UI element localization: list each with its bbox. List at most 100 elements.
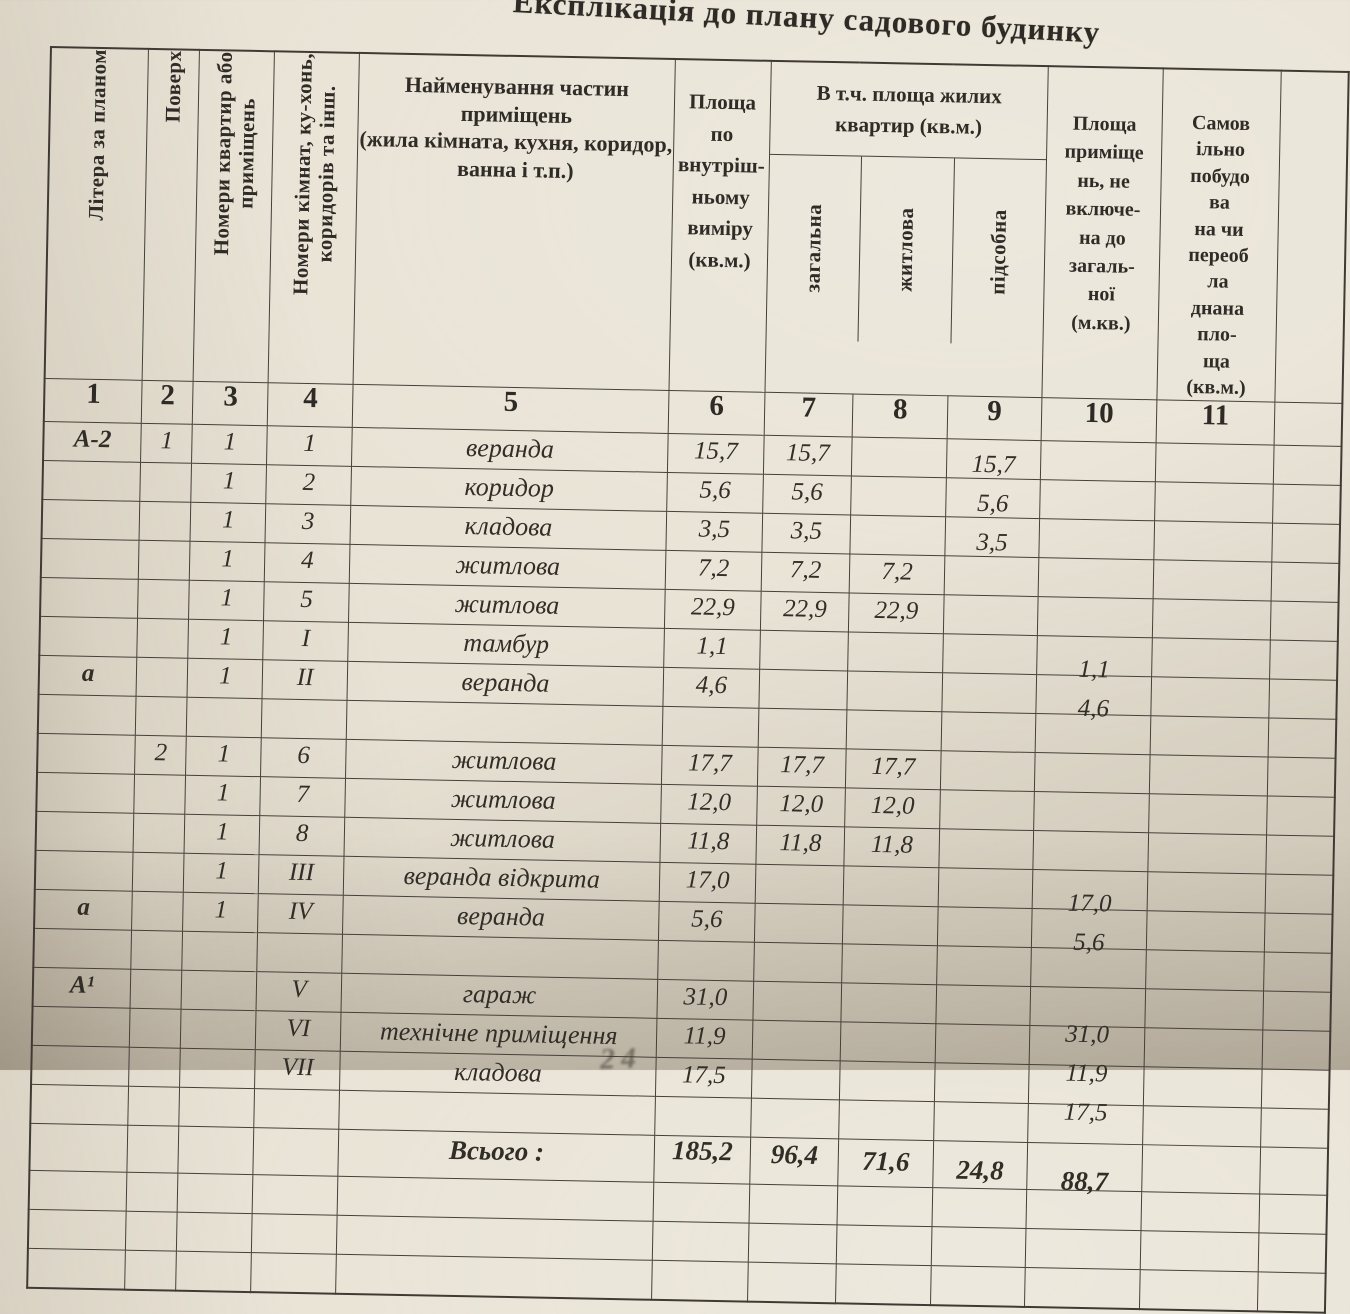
cell-area-excluded bbox=[1037, 597, 1152, 638]
photographed-document: { "document": { "title": "Експлікація до… bbox=[0, 0, 1350, 1070]
cell-area-zagalna-value: 12,0 bbox=[779, 787, 823, 820]
cell-apartment-number-value: 1 bbox=[223, 426, 236, 458]
cell-area-internal: 17,0 bbox=[659, 863, 755, 904]
cell-room-number: III bbox=[259, 855, 344, 896]
cell-area-zagalna-value: 17,7 bbox=[780, 748, 824, 781]
cell-room-name-value: веранда bbox=[461, 664, 550, 699]
header-zagalna: загальна bbox=[766, 155, 861, 342]
cell-room-name bbox=[336, 1216, 653, 1261]
cell-area-unauthorized bbox=[1151, 677, 1270, 718]
cell-area-excluded-value: 4,6 bbox=[1078, 692, 1110, 725]
cell-floor bbox=[128, 1087, 180, 1127]
cell-floor bbox=[136, 697, 188, 737]
cell-floor bbox=[126, 1211, 178, 1251]
cell-area-pidsobna bbox=[943, 595, 1038, 636]
cell-area-zagalna bbox=[751, 1059, 840, 1100]
cell-room-name-value: технічне приміщення bbox=[380, 1014, 618, 1052]
cell-area-internal-value: 11,9 bbox=[683, 1020, 726, 1053]
header-unauthorized-area-label: Самов ільно побудо ва на чи переоб ла дн… bbox=[1157, 69, 1280, 401]
cell-area-internal bbox=[655, 1097, 751, 1138]
header-living-area-group: В т.ч. площа жилих квартир (кв.м.) загал… bbox=[765, 61, 1049, 398]
cell-room-number-value: 4 bbox=[301, 544, 314, 576]
cell-area-zhytlova bbox=[841, 983, 936, 1024]
cell-litera bbox=[30, 1085, 129, 1126]
cell-room-number-value: VII bbox=[281, 1051, 314, 1084]
cell-area-zhytlova bbox=[837, 1225, 932, 1266]
cell-extra bbox=[1268, 718, 1336, 758]
cell-area-internal bbox=[653, 1183, 749, 1224]
cell-area-unauthorized bbox=[1140, 1231, 1259, 1272]
cell-apartment-number: 1 bbox=[188, 620, 264, 660]
cell-area-zhytlova: 7,2 bbox=[850, 554, 945, 595]
cell-apartment-number: 1 bbox=[183, 893, 259, 933]
cell-area-internal: 22,9 bbox=[665, 590, 761, 631]
cell-area-excluded-value: 17,0 bbox=[1068, 887, 1112, 920]
cell-room-number-value: 2 bbox=[302, 466, 315, 498]
cell-extra bbox=[1265, 874, 1333, 914]
cell-litera-value: А¹ bbox=[70, 969, 95, 1001]
cell-room-name-value: кладова bbox=[464, 508, 552, 543]
cell-room-number: IV bbox=[258, 894, 343, 935]
cell-area-internal-value: 5,6 bbox=[699, 474, 731, 507]
cell-litera bbox=[36, 773, 135, 814]
cell-area-zhytlova bbox=[841, 1022, 936, 1063]
cell-extra bbox=[1272, 484, 1340, 524]
cell-room-name bbox=[337, 1177, 654, 1222]
cell-area-zagalna: 22,9 bbox=[760, 592, 849, 633]
cell-area-zhytlova bbox=[839, 1100, 934, 1141]
cell-area-zagalna: 96,4 bbox=[750, 1137, 839, 1186]
cell-extra bbox=[1257, 1272, 1325, 1313]
cell-extra bbox=[1259, 1147, 1328, 1195]
cell-area-zagalna: 12,0 bbox=[757, 787, 846, 828]
cell-area-pidsobna bbox=[942, 634, 1037, 675]
cell-area-zagalna-value: 11,8 bbox=[779, 826, 822, 859]
cell-room-number-value: IV bbox=[289, 895, 313, 927]
cell-area-internal-value: 12,0 bbox=[687, 786, 731, 819]
cell-floor bbox=[136, 658, 188, 698]
cell-extra bbox=[1271, 562, 1339, 602]
header-room-numbers-label: Номери кімнат, ку-хонь, коридорів та інш… bbox=[289, 53, 341, 296]
cell-room-name-value: житлова bbox=[451, 781, 556, 816]
cell-area-internal: 11,9 bbox=[656, 1019, 752, 1060]
cell-area-zhytlova: 12,0 bbox=[845, 788, 940, 829]
cell-area-unauthorized bbox=[1141, 1192, 1260, 1233]
cell-area-pidsobna bbox=[939, 829, 1034, 870]
cell-area-unauthorized bbox=[1142, 1145, 1261, 1194]
cell-litera: а bbox=[39, 656, 138, 697]
cell-area-internal: 17,7 bbox=[662, 746, 758, 787]
cell-room-number-value: II bbox=[297, 661, 314, 693]
cell-room-name bbox=[346, 701, 663, 746]
cell-area-excluded bbox=[1040, 480, 1155, 521]
cell-room-number: 2 bbox=[266, 465, 351, 506]
cell-room-name-value: коридор bbox=[464, 469, 554, 504]
header-zagalna-label: загальна bbox=[801, 204, 826, 293]
cell-room-number-value: 7 bbox=[296, 778, 309, 810]
cell-area-zhytlova bbox=[836, 1264, 931, 1305]
cell-apartment-number-value: 1 bbox=[214, 894, 227, 926]
cell-area-zhytlova-value: 11,8 bbox=[871, 828, 914, 861]
cell-area-pidsobna bbox=[942, 673, 1037, 714]
cell-area-zhytlova bbox=[844, 866, 939, 907]
explication-sheet: Літера за планом Поверх Номери квартир а… bbox=[26, 46, 1350, 1314]
cell-extra bbox=[1259, 1194, 1327, 1234]
cell-floor bbox=[130, 970, 182, 1010]
cell-area-internal: 1,1 bbox=[664, 629, 760, 670]
cell-apartment-number bbox=[187, 698, 263, 738]
cell-area-internal-value: 31,0 bbox=[683, 981, 727, 1014]
header-pidsobna: підсобна bbox=[950, 158, 1046, 345]
cell-area-pidsobna-value: 3,5 bbox=[976, 526, 1008, 559]
header-living-area-title: В т.ч. площа жилих квартир (кв.м.) bbox=[770, 62, 1048, 160]
cell-room-number: 4 bbox=[265, 543, 350, 584]
cell-room-number bbox=[254, 1089, 339, 1130]
cell-litera bbox=[31, 1046, 130, 1087]
cell-area-excluded: 17,0 bbox=[1032, 870, 1147, 911]
cell-area-excluded-value: 5,6 bbox=[1073, 926, 1105, 959]
cell-area-pidsobna: 5,6 bbox=[945, 478, 1040, 519]
cell-room-name: гараж bbox=[341, 974, 658, 1019]
cell-floor bbox=[138, 580, 190, 620]
cell-area-excluded bbox=[1040, 441, 1155, 482]
header-litera-label: Літера за планом bbox=[85, 49, 112, 221]
cell-apartment-number: 1 bbox=[192, 425, 268, 465]
cell-litera bbox=[36, 812, 135, 853]
cell-apartment-number-value: 1 bbox=[220, 621, 233, 653]
